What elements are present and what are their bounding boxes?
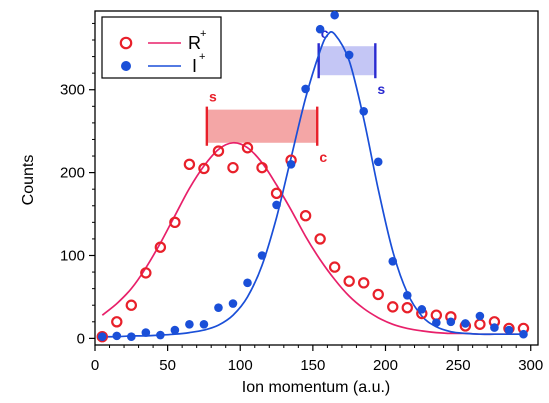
marker-r-6: [183, 158, 196, 171]
marker-i-3: [141, 328, 151, 337]
marker-r-20: [387, 301, 399, 313]
marker-i-22: [417, 305, 427, 314]
marker-i-6: [185, 319, 194, 329]
marker-i-8: [214, 303, 223, 313]
range-bar-0-end-label: c: [319, 149, 327, 165]
y-tick-label-1: 100: [60, 247, 85, 264]
plot-frame: [94, 10, 539, 346]
marker-r-8: [212, 145, 225, 157]
legend-marker-i: [121, 61, 131, 71]
x-tick-label-5: 250: [446, 357, 471, 374]
marker-i-17: [344, 50, 354, 60]
marker-i-7: [199, 319, 209, 329]
x-tick-label-2: 100: [228, 357, 253, 374]
marker-r-15: [314, 233, 326, 245]
range-bars: s c c s: [205, 25, 385, 165]
marker-r-14: [299, 210, 312, 222]
x-tick-label-3: 150: [300, 357, 325, 374]
range-bar-1-start-label: c: [321, 25, 329, 41]
marker-r-4: [154, 241, 167, 253]
marker-i-21: [402, 290, 412, 300]
marker-i-0: [97, 332, 107, 342]
marker-i-14: [301, 84, 310, 94]
marker-r-26: [474, 318, 486, 330]
marker-r-19: [372, 288, 384, 301]
legend: R + I +: [101, 16, 222, 79]
marker-r-16: [328, 261, 341, 273]
marker-r-9: [227, 161, 239, 174]
x-tick-label-1: 50: [159, 357, 176, 374]
range-bar-0-start-label: s: [209, 89, 217, 105]
marker-i-16: [330, 10, 339, 20]
marker-i-29: [519, 329, 528, 339]
legend-marker-r: [119, 36, 133, 50]
marker-r-0: [96, 331, 108, 343]
y-axis: 0 100 200 300: [60, 22, 95, 347]
marker-i-18: [359, 106, 369, 116]
marker-i-11: [257, 251, 267, 260]
marker-i-9: [228, 299, 238, 308]
marker-r-17: [343, 275, 355, 287]
marker-r-5: [169, 216, 181, 229]
marker-i-13: [286, 160, 296, 169]
marker-i-19: [373, 157, 383, 167]
legend-sup-r: +: [200, 28, 206, 40]
y-tick-label-3: 300: [60, 82, 85, 99]
x-axis-title: Ion momentum (a.u.): [242, 379, 391, 396]
marker-r-10: [241, 142, 254, 154]
legend-sup-i: +: [199, 51, 205, 63]
marker-i-4: [156, 330, 165, 340]
marker-i-15: [315, 24, 325, 34]
legend-label-i: I: [192, 56, 197, 76]
marker-r-18: [358, 277, 370, 289]
marker-r-21: [401, 302, 413, 314]
x-tick-label-6: 300: [518, 357, 543, 374]
marker-i-5: [170, 325, 180, 335]
range-bar-1-end-label: s: [377, 81, 385, 97]
marker-i-12: [272, 200, 281, 210]
y-tick-label-2: 200: [60, 165, 85, 182]
marker-i-24: [446, 317, 456, 327]
marker-i-2: [127, 332, 136, 342]
fit-curve-r: [101, 141, 524, 336]
marker-i-25: [461, 319, 470, 328]
marker-r-11: [256, 161, 268, 174]
data-markers: [96, 10, 530, 343]
marker-r-3: [140, 267, 152, 279]
marker-r-1: [111, 316, 123, 328]
marker-r-2: [125, 299, 138, 311]
x-axis: 0 50 100 150 200 250 300: [91, 345, 543, 374]
y-tick-label-0: 0: [77, 330, 85, 347]
x-tick-label-4: 200: [373, 357, 398, 374]
marker-i-20: [388, 256, 398, 266]
marker-i-26: [475, 311, 485, 321]
legend-box: [101, 16, 222, 79]
marker-i-23: [432, 318, 441, 327]
marker-r-7: [198, 162, 210, 175]
marker-i-28: [504, 325, 514, 335]
y-axis-title: Counts: [20, 155, 37, 206]
legend-label-r: R: [188, 33, 201, 53]
marker-i-1: [112, 331, 122, 341]
marker-i-10: [243, 278, 252, 288]
x-tick-label-0: 0: [91, 357, 99, 374]
marker-r-12: [270, 187, 283, 200]
range-bar-1: [318, 46, 376, 76]
plot-area: [94, 10, 539, 346]
marker-i-27: [490, 323, 499, 332]
